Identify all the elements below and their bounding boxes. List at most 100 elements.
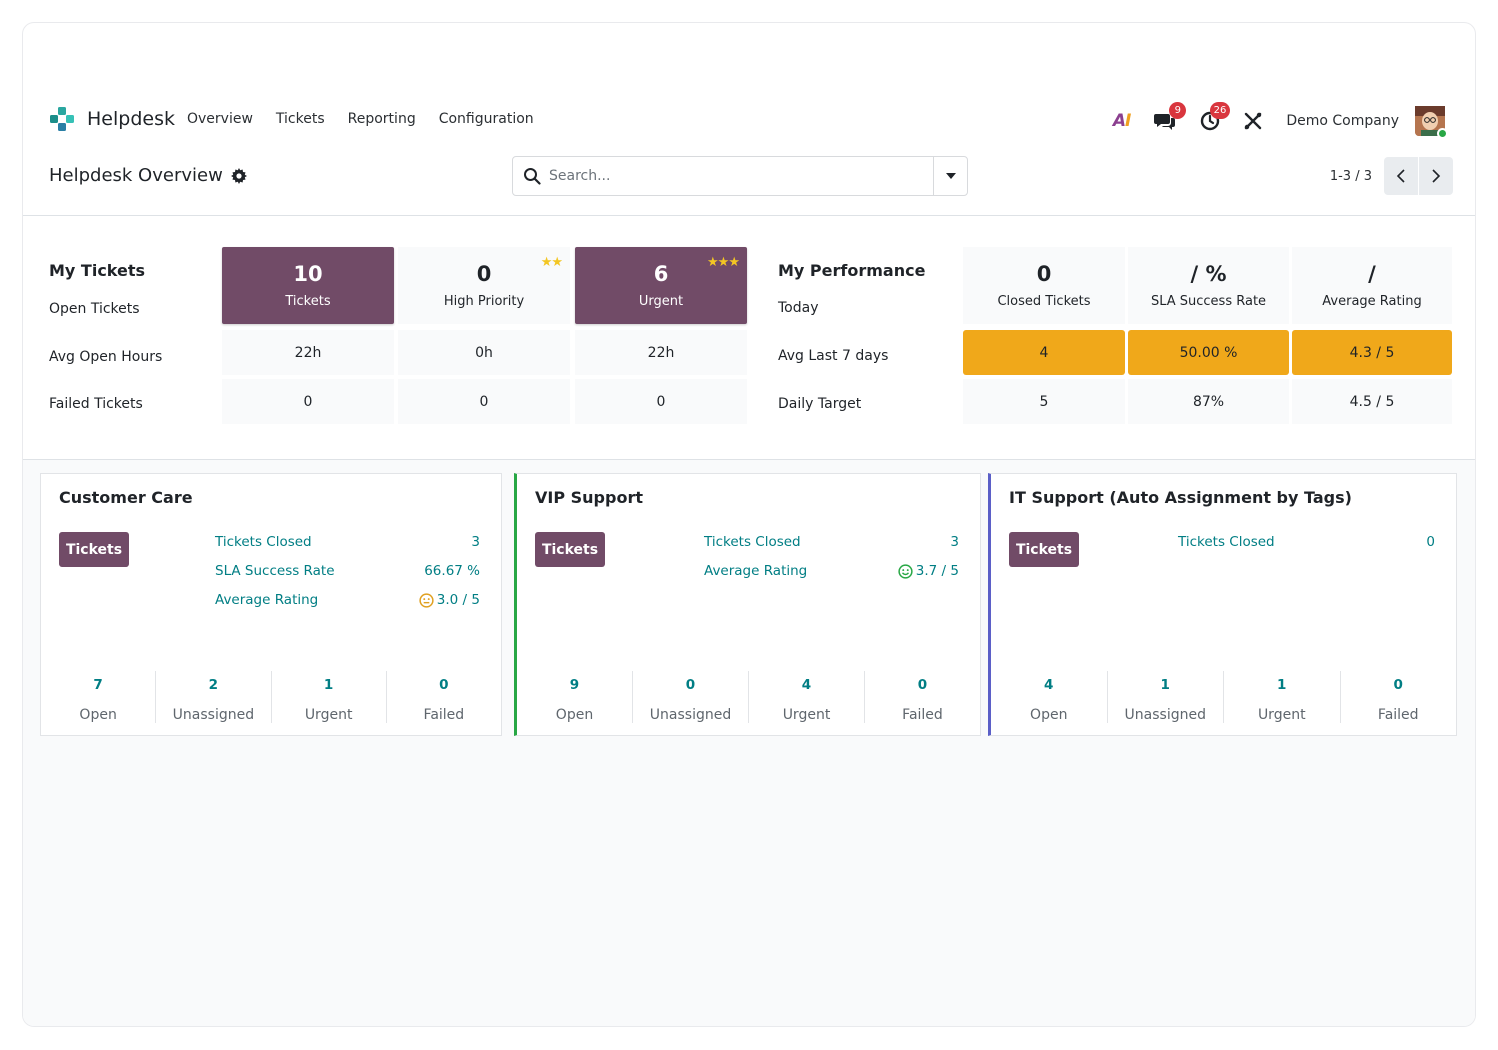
row-label-avg-last-7-days: Avg Last 7 days bbox=[778, 348, 889, 364]
messages-button[interactable]: 9 bbox=[1154, 102, 1187, 135]
my-tickets-avg-hours: 22h bbox=[222, 330, 394, 375]
pager-value[interactable]: 1-3 / 3 bbox=[1329, 168, 1372, 184]
closed-tickets-target: 5 bbox=[963, 379, 1125, 424]
kpi-label-sla-success-rate[interactable]: SLA Success Rate bbox=[215, 563, 335, 579]
app-name: Helpdesk bbox=[87, 108, 175, 130]
stat-label: Unassigned bbox=[172, 707, 255, 723]
kpi-label-average-rating[interactable]: Average Rating bbox=[704, 563, 808, 579]
kpi-value-tickets-closed[interactable]: 3 bbox=[950, 534, 959, 550]
stat-urgent[interactable]: 4 Urgent bbox=[748, 671, 864, 723]
stat-open[interactable]: 4 Open bbox=[991, 671, 1107, 723]
high-priority-failed[interactable]: 0 bbox=[398, 379, 570, 424]
kpi-average-rating[interactable]: 3.7 / 5 bbox=[898, 563, 959, 579]
kpi-label-tickets-closed[interactable]: Tickets Closed bbox=[215, 534, 312, 550]
sla-success-avg7: 50.00 % bbox=[1128, 330, 1289, 375]
team-tickets-button[interactable]: Tickets bbox=[535, 532, 605, 567]
search-input[interactable] bbox=[549, 157, 933, 195]
my-tickets-failed[interactable]: 0 bbox=[222, 379, 394, 424]
team-card-vip-support: VIP Support Tickets Tickets Closed 3 Ave… bbox=[514, 473, 981, 736]
team-stats: 9 Open 0 Unassigned 4 Urgent 0 Failed bbox=[517, 671, 980, 723]
company-switcher[interactable]: Demo Company bbox=[1286, 113, 1399, 129]
ai-icon-letter-i: I bbox=[1125, 111, 1131, 131]
high-priority-card[interactable]: ★★ 0 High Priority bbox=[398, 247, 570, 324]
team-name: IT Support (Auto Assignment by Tags) bbox=[1009, 488, 1352, 507]
sla-success-card: / % SLA Success Rate bbox=[1128, 247, 1289, 324]
stat-failed[interactable]: 0 Failed bbox=[1339, 671, 1457, 723]
chevron-left-icon bbox=[1396, 169, 1405, 183]
kpi-average-rating[interactable]: 3.0 / 5 bbox=[419, 592, 480, 608]
menu-item-overview[interactable]: Overview bbox=[187, 111, 253, 127]
app-brand[interactable]: Helpdesk bbox=[49, 106, 175, 132]
team-tickets-button[interactable]: Tickets bbox=[1009, 532, 1079, 567]
kpi-label-average-rating[interactable]: Average Rating bbox=[215, 592, 319, 608]
sla-success-today: / % bbox=[1190, 262, 1227, 286]
search-options-toggle[interactable] bbox=[933, 157, 967, 195]
stat-label: Open bbox=[555, 707, 594, 723]
pager-previous-button[interactable] bbox=[1384, 157, 1418, 195]
closed-tickets-card: 0 Closed Tickets bbox=[963, 247, 1125, 324]
kpi-value-tickets-closed[interactable]: 0 bbox=[1426, 534, 1435, 550]
menu-item-reporting[interactable]: Reporting bbox=[347, 111, 416, 127]
my-tickets-all-card[interactable]: 10 Tickets bbox=[222, 247, 394, 324]
urgent-count: 6 bbox=[653, 262, 669, 286]
stat-unassigned[interactable]: 2 Unassigned bbox=[155, 671, 270, 723]
stat-label: Urgent bbox=[1257, 707, 1306, 723]
stat-value: 4 bbox=[801, 677, 812, 693]
summary-panel: My Tickets Open Tickets Avg Open Hours F… bbox=[23, 217, 1475, 459]
stat-label: Urgent bbox=[304, 707, 353, 723]
stat-unassigned[interactable]: 0 Unassigned bbox=[632, 671, 748, 723]
team-name: VIP Support bbox=[535, 488, 643, 507]
team-card-customer-care: Customer Care Tickets Tickets Closed 3 S… bbox=[40, 473, 502, 736]
stat-value: 2 bbox=[208, 677, 219, 693]
neutral-face-icon bbox=[419, 592, 434, 608]
stat-label: Open bbox=[1030, 707, 1068, 723]
stat-urgent[interactable]: 1 Urgent bbox=[270, 671, 386, 723]
kpi-label-tickets-closed[interactable]: Tickets Closed bbox=[704, 534, 801, 550]
high-priority-label: High Priority bbox=[443, 294, 525, 309]
pager: 1-3 / 3 bbox=[1330, 156, 1453, 196]
user-avatar[interactable] bbox=[1415, 106, 1448, 139]
caret-down-icon bbox=[945, 173, 956, 179]
team-name: Customer Care bbox=[59, 488, 193, 507]
stat-failed[interactable]: 0 Failed bbox=[385, 671, 501, 723]
average-rating-target: 4.5 / 5 bbox=[1292, 379, 1452, 424]
debug-tools-button[interactable] bbox=[1244, 107, 1262, 135]
stat-value: 1 bbox=[1160, 677, 1170, 693]
team-stats: 4 Open 1 Unassigned 1 Urgent 0 Failed bbox=[991, 671, 1456, 723]
average-rating-label: Average Rating bbox=[1322, 294, 1422, 309]
breadcrumb: Helpdesk Overview bbox=[49, 165, 247, 186]
stat-label: Unassigned bbox=[1124, 707, 1206, 723]
online-status-dot bbox=[1437, 128, 1448, 139]
urgent-card[interactable]: ★★★ 6 Urgent bbox=[575, 247, 747, 324]
kpi-value-average-rating: 3.0 / 5 bbox=[436, 592, 480, 608]
stat-unassigned[interactable]: 1 Unassigned bbox=[1106, 671, 1224, 723]
row-label-failed-tickets: Failed Tickets bbox=[49, 396, 143, 412]
team-tickets-button[interactable]: Tickets bbox=[59, 532, 129, 567]
high-priority-avg-hours: 0h bbox=[398, 330, 570, 375]
menu-item-configuration[interactable]: Configuration bbox=[438, 111, 534, 127]
team-stats: 7 Open 2 Unassigned 1 Urgent 0 Failed bbox=[41, 671, 501, 723]
high-priority-count: 0 bbox=[476, 262, 492, 286]
activities-button[interactable]: 26 bbox=[1200, 102, 1231, 135]
kpi-value-tickets-closed[interactable]: 3 bbox=[471, 534, 480, 550]
pager-next-button[interactable] bbox=[1419, 157, 1453, 195]
user-avatar-image-icon bbox=[1415, 106, 1445, 136]
helpdesk-logo-icon bbox=[50, 107, 74, 131]
chevron-right-icon bbox=[1432, 169, 1441, 183]
stat-label: Urgent bbox=[782, 707, 831, 723]
my-tickets-label: Tickets bbox=[285, 294, 331, 309]
stat-open[interactable]: 9 Open bbox=[517, 671, 632, 723]
kpi-value-sla-success-rate[interactable]: 66.67 % bbox=[424, 563, 480, 579]
row-label-daily-target: Daily Target bbox=[778, 396, 862, 412]
stat-failed[interactable]: 0 Failed bbox=[864, 671, 980, 723]
menu-item-tickets[interactable]: Tickets bbox=[275, 111, 325, 127]
kpi-label-tickets-closed[interactable]: Tickets Closed bbox=[1178, 534, 1275, 550]
stat-label: Unassigned bbox=[649, 707, 732, 723]
stat-value: 0 bbox=[917, 677, 928, 693]
happy-face-icon bbox=[898, 563, 913, 579]
gear-icon[interactable] bbox=[230, 167, 247, 184]
stat-urgent[interactable]: 1 Urgent bbox=[1223, 671, 1340, 723]
stat-open[interactable]: 7 Open bbox=[41, 671, 155, 723]
urgent-failed[interactable]: 0 bbox=[575, 379, 747, 424]
